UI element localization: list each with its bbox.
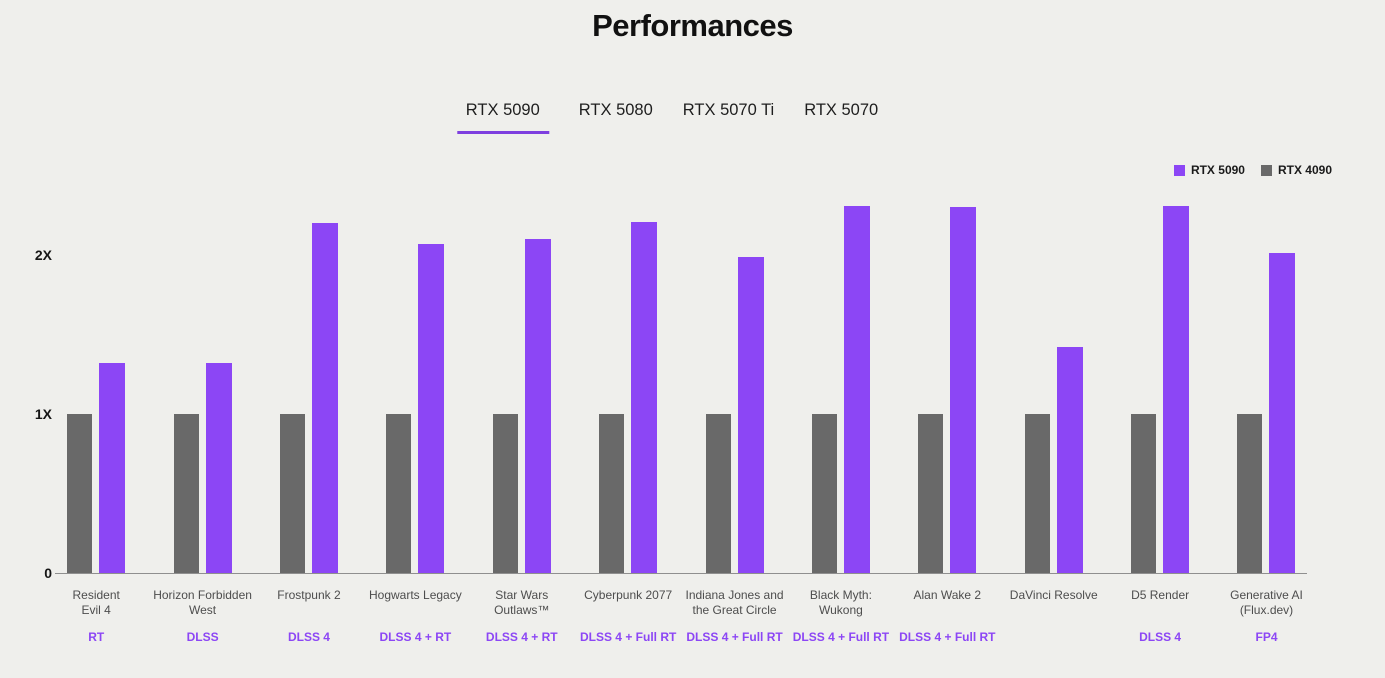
category-sublabel-resident-evil-4: RT	[88, 630, 105, 644]
bar-group-black-myth-wukong	[788, 190, 894, 573]
x-axis-sublabels: RT DLSS DLSS 4 DLSS 4 + RT DLSS 4 + RT DLSS 4…	[43, 630, 1320, 645]
bar-group-davinci-resolve	[1001, 190, 1107, 573]
bar-group-resident-evil-4	[43, 190, 149, 573]
x-axis-line	[55, 573, 1307, 574]
bar-rtx-5090	[418, 244, 445, 573]
bar-rtx-4090	[599, 414, 625, 573]
category-sublabel-black-myth-wukong: DLSS 4 + Full RT	[792, 630, 890, 644]
category-label-cyberpunk-2077: Cyberpunk 2077	[584, 588, 673, 602]
category-label-black-myth-wukong: Black Myth: Wukong	[809, 588, 872, 617]
bar-group-hogwarts-legacy	[362, 190, 468, 573]
bar-rtx-5090	[950, 207, 977, 573]
bar-group-horizon-forbidden-west	[149, 190, 255, 573]
chart-bars-area	[43, 190, 1320, 573]
bar-rtx-5090	[524, 239, 551, 573]
bar-rtx-4090	[1131, 414, 1157, 573]
y-tick-0: 0	[44, 565, 52, 581]
bar-group-generative-ai-flux-dev	[1213, 190, 1319, 573]
bar-group-alan-wake-2	[894, 190, 1000, 573]
category-label-indiana-jones-and-the-great-circle: Indiana Jones and the Great Circle	[685, 588, 784, 617]
bar-rtx-4090	[1237, 414, 1263, 573]
y-tick-2x: 2X	[34, 247, 52, 263]
category-label-horizon-forbidden-west: Horizon Forbidden West	[153, 588, 252, 617]
bar-rtx-4090	[173, 414, 199, 573]
category-label-resident-evil-4: Resident Evil 4	[72, 588, 120, 617]
category-sublabel-generative-ai-flux-dev: FP4	[1255, 630, 1278, 644]
bar-rtx-4090	[918, 414, 944, 573]
bar-rtx-5090	[311, 223, 338, 573]
category-label-davinci-resolve: DaVinci Resolve	[1009, 588, 1098, 602]
category-sublabel-indiana-jones-and-the-great-circle: DLSS 4 + Full RT	[686, 630, 783, 644]
tab-rtx-5070-ti[interactable]: RTX 5070 Ti	[682, 101, 775, 119]
bar-rtx-4090	[1024, 414, 1050, 573]
category-label-alan-wake-2: Alan Wake 2	[913, 588, 982, 602]
bar-rtx-5090	[1163, 206, 1190, 573]
bar-group-d5-render	[1107, 190, 1213, 573]
bar-rtx-4090	[279, 414, 305, 573]
bar-group-frostpunk-2	[256, 190, 362, 573]
bar-rtx-4090	[811, 414, 837, 573]
bar-rtx-4090	[67, 414, 93, 573]
category-sublabel-horizon-forbidden-west: DLSS	[186, 630, 219, 644]
bar-rtx-5090	[631, 222, 658, 573]
category-sublabel-frostpunk-2: DLSS 4	[287, 630, 330, 644]
page-title: Performances	[592, 8, 793, 43]
category-sublabel-hogwarts-legacy: DLSS 4 + RT	[379, 630, 452, 644]
bar-rtx-4090	[492, 414, 518, 573]
bar-rtx-5090	[99, 363, 126, 573]
category-label-generative-ai-flux-dev: Generative AI (Flux.dev)	[1230, 588, 1303, 617]
gpu-tab-bar: RTX 5090 RTX 5080 RTX 5070 Ti RTX 5070	[456, 101, 879, 134]
tab-rtx-5090[interactable]: RTX 5090	[456, 101, 549, 134]
chart-legend: RTX 5090 RTX 4090	[1173, 163, 1332, 177]
bar-rtx-5090	[205, 363, 232, 573]
bar-group-star-wars-outlaws	[469, 190, 575, 573]
bar-rtx-5090	[737, 257, 764, 573]
legend-label: RTX 4090	[1277, 163, 1332, 177]
category-sublabel-d5-render: DLSS 4	[1139, 630, 1182, 644]
category-sublabel-star-wars-outlaws: DLSS 4 + RT	[485, 630, 558, 644]
legend-item-rtx-4090: RTX 4090	[1260, 163, 1332, 177]
bar-rtx-5090	[1269, 253, 1296, 573]
bar-rtx-4090	[705, 414, 731, 573]
category-label-d5-render: D5 Render	[1131, 588, 1190, 602]
legend-swatch-rtx-4090	[1260, 164, 1272, 176]
bar-rtx-5090	[843, 206, 870, 573]
category-sublabel-cyberpunk-2077: DLSS 4 + Full RT	[579, 630, 677, 644]
legend-item-rtx-5090: RTX 5090	[1173, 163, 1245, 177]
category-sublabel-alan-wake-2: DLSS 4 + Full RT	[899, 630, 996, 644]
bar-rtx-4090	[386, 414, 412, 573]
bar-group-cyberpunk-2077	[575, 190, 681, 573]
bar-group-indiana-jones-and-the-great-circle	[681, 190, 787, 573]
tab-rtx-5070[interactable]: RTX 5070	[804, 101, 879, 119]
category-sublabel-davinci-resolve	[1001, 630, 1107, 645]
y-tick-1x: 1X	[34, 406, 52, 422]
bar-rtx-5090	[1056, 347, 1083, 573]
tab-rtx-5080[interactable]: RTX 5080	[578, 101, 653, 119]
category-label-frostpunk-2: Frostpunk 2	[277, 588, 341, 602]
category-label-hogwarts-legacy: Hogwarts Legacy	[369, 588, 462, 602]
legend-swatch-rtx-5090	[1173, 164, 1185, 176]
x-axis-labels: Resident Evil 4 Horizon Forbidden West Frost…	[43, 588, 1320, 618]
legend-label: RTX 5090	[1190, 163, 1245, 177]
category-label-star-wars-outlaws: Star Wars Outlaws™	[494, 588, 550, 617]
